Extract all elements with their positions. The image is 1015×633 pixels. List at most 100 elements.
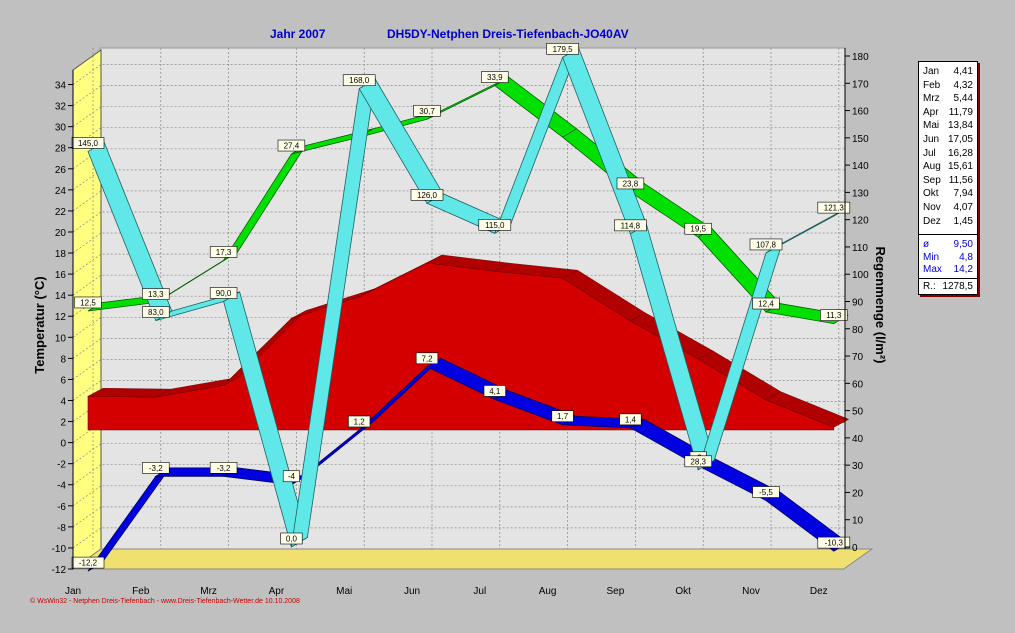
rain-label-box bbox=[478, 219, 512, 231]
x-tick-label: Apr bbox=[269, 586, 285, 597]
left-tick-label: -2 bbox=[57, 460, 66, 471]
x-tick-label: Jan bbox=[65, 586, 81, 597]
max-temp-label-box bbox=[752, 297, 780, 310]
rain-total-row: R.: 1278,5 bbox=[919, 280, 977, 293]
month-label: Sep bbox=[923, 174, 941, 186]
x-tick-label: Aug bbox=[539, 586, 557, 597]
left-tick-label: 16 bbox=[55, 270, 67, 281]
rain-label: 90,0 bbox=[216, 289, 232, 298]
rain-label: 179,5 bbox=[553, 45, 574, 54]
month-value: 15,61 bbox=[947, 161, 973, 173]
rain-label-box bbox=[684, 455, 712, 468]
stat-value: 9,50 bbox=[953, 239, 973, 250]
y-axis-title: Temperatur (°C) bbox=[32, 276, 47, 373]
min-temp-label-box bbox=[752, 486, 780, 498]
max-temp-label-box bbox=[684, 222, 712, 235]
left-tick-label: 0 bbox=[60, 439, 66, 450]
right-tick-label: 120 bbox=[852, 216, 869, 227]
min-temp-label: 7,2 bbox=[421, 354, 433, 363]
month-value: 1,45 bbox=[953, 215, 973, 227]
month-value: 5,44 bbox=[953, 93, 973, 105]
right-tick-label: 10 bbox=[852, 516, 864, 527]
max-temp-label-box bbox=[616, 177, 645, 190]
rain-label-box bbox=[280, 532, 303, 545]
min-temp-label-box bbox=[619, 413, 642, 426]
min-temp-label-box bbox=[817, 536, 851, 549]
stat-label: ø bbox=[923, 239, 930, 250]
max-temp-label-box bbox=[413, 104, 441, 117]
min-temp-label: 1,2 bbox=[354, 417, 366, 426]
panel-divider bbox=[919, 278, 977, 279]
month-label: Jan bbox=[923, 66, 940, 77]
min-temp-label-box bbox=[348, 415, 371, 428]
monthly-average-panel: Jan 4,41 Feb 4,32 Mrz 5,44 Apr 11,79 Mai 13,84 Jun… bbox=[918, 61, 978, 295]
max-temp-label: 33,9 bbox=[487, 73, 503, 82]
x-tick-label: Mrz bbox=[200, 586, 217, 597]
min-temp-label: 1,7 bbox=[557, 412, 569, 421]
right-tick-label: 0 bbox=[852, 543, 858, 554]
panel-divider bbox=[919, 234, 977, 235]
rain-label: 126,0 bbox=[417, 191, 438, 200]
min-temp-label-box bbox=[483, 385, 506, 397]
max-temp-label-box bbox=[277, 139, 306, 152]
rain-area bbox=[87, 254, 850, 431]
min-temp-label-box bbox=[142, 462, 170, 474]
month-average-row: Aug 15,61 bbox=[919, 160, 977, 173]
rain-label: 168,0 bbox=[349, 76, 370, 85]
month-label: Jun bbox=[923, 134, 940, 145]
chart-station-title: DH5DY-Netphen Dreis-Tiefenbach-JO40AV bbox=[387, 27, 629, 41]
month-average-row: Nov 4,07 bbox=[919, 201, 977, 214]
floor bbox=[71, 548, 874, 570]
min-temp-label-box bbox=[415, 352, 439, 365]
month-value: 11,56 bbox=[948, 174, 973, 186]
right-tick-label: 160 bbox=[852, 107, 869, 118]
month-average-row: Dez 1,45 bbox=[919, 215, 977, 228]
x-tick-label: Mai bbox=[336, 586, 352, 597]
month-average-row: Okt 7,94 bbox=[919, 187, 977, 200]
stat-label: Min bbox=[923, 251, 940, 263]
month-value: 4,41 bbox=[953, 66, 973, 77]
max-temp-label: 27,4 bbox=[284, 142, 300, 151]
right-tick-label: 20 bbox=[852, 488, 864, 499]
rain-label-box bbox=[342, 74, 376, 87]
rain-label-box bbox=[410, 189, 444, 201]
month-label: Nov bbox=[923, 202, 941, 213]
min-temp-label: -3,2 bbox=[149, 464, 163, 473]
right-tick-label: 60 bbox=[852, 379, 864, 390]
left-tick-label: -12 bbox=[52, 565, 67, 576]
rain-label-box bbox=[209, 287, 238, 299]
x-tick-label: Sep bbox=[607, 586, 625, 597]
month-average-row: Jan 4,41 bbox=[919, 65, 977, 78]
left-tick-label: -10 bbox=[52, 544, 67, 555]
left-tick-label: 32 bbox=[55, 102, 67, 113]
month-value: 7,94 bbox=[953, 188, 973, 200]
month-label: Aug bbox=[923, 161, 941, 173]
month-value: 16,28 bbox=[947, 147, 973, 159]
stat-row: Min 4,8 bbox=[919, 251, 977, 264]
left-tick-label: 12 bbox=[55, 312, 67, 323]
min-temp-label: -10,3 bbox=[825, 539, 844, 548]
month-average-row: Apr 11,79 bbox=[919, 106, 977, 119]
month-label: Mrz bbox=[923, 93, 940, 105]
month-label: Feb bbox=[923, 79, 941, 91]
right-tick-label: 140 bbox=[852, 161, 869, 172]
rain-label-box bbox=[546, 43, 579, 55]
right-tick-label: 40 bbox=[852, 434, 864, 445]
left-tick-label: 6 bbox=[60, 375, 66, 386]
stat-value: 14,2 bbox=[953, 264, 973, 275]
left-tick-label: 4 bbox=[60, 396, 66, 407]
min-temp-label: -12,2 bbox=[79, 559, 98, 568]
max-temp-label-box bbox=[142, 288, 170, 300]
min-temp-label: 1,4 bbox=[625, 415, 637, 424]
axes: -12-10-8-6-4-202468101214161820222426283… bbox=[32, 48, 888, 597]
right-tick-label: 150 bbox=[852, 134, 869, 145]
plot-background bbox=[71, 47, 874, 570]
left-tick-label: -6 bbox=[57, 502, 66, 513]
left-tick-label: 28 bbox=[55, 144, 67, 155]
min-temp-label: 4,1 bbox=[489, 387, 501, 396]
rain-area-top bbox=[765, 391, 850, 428]
rain-label: 83,0 bbox=[148, 308, 164, 317]
x-tick-label: Okt bbox=[675, 586, 691, 597]
left-tick-label: -8 bbox=[57, 523, 66, 534]
